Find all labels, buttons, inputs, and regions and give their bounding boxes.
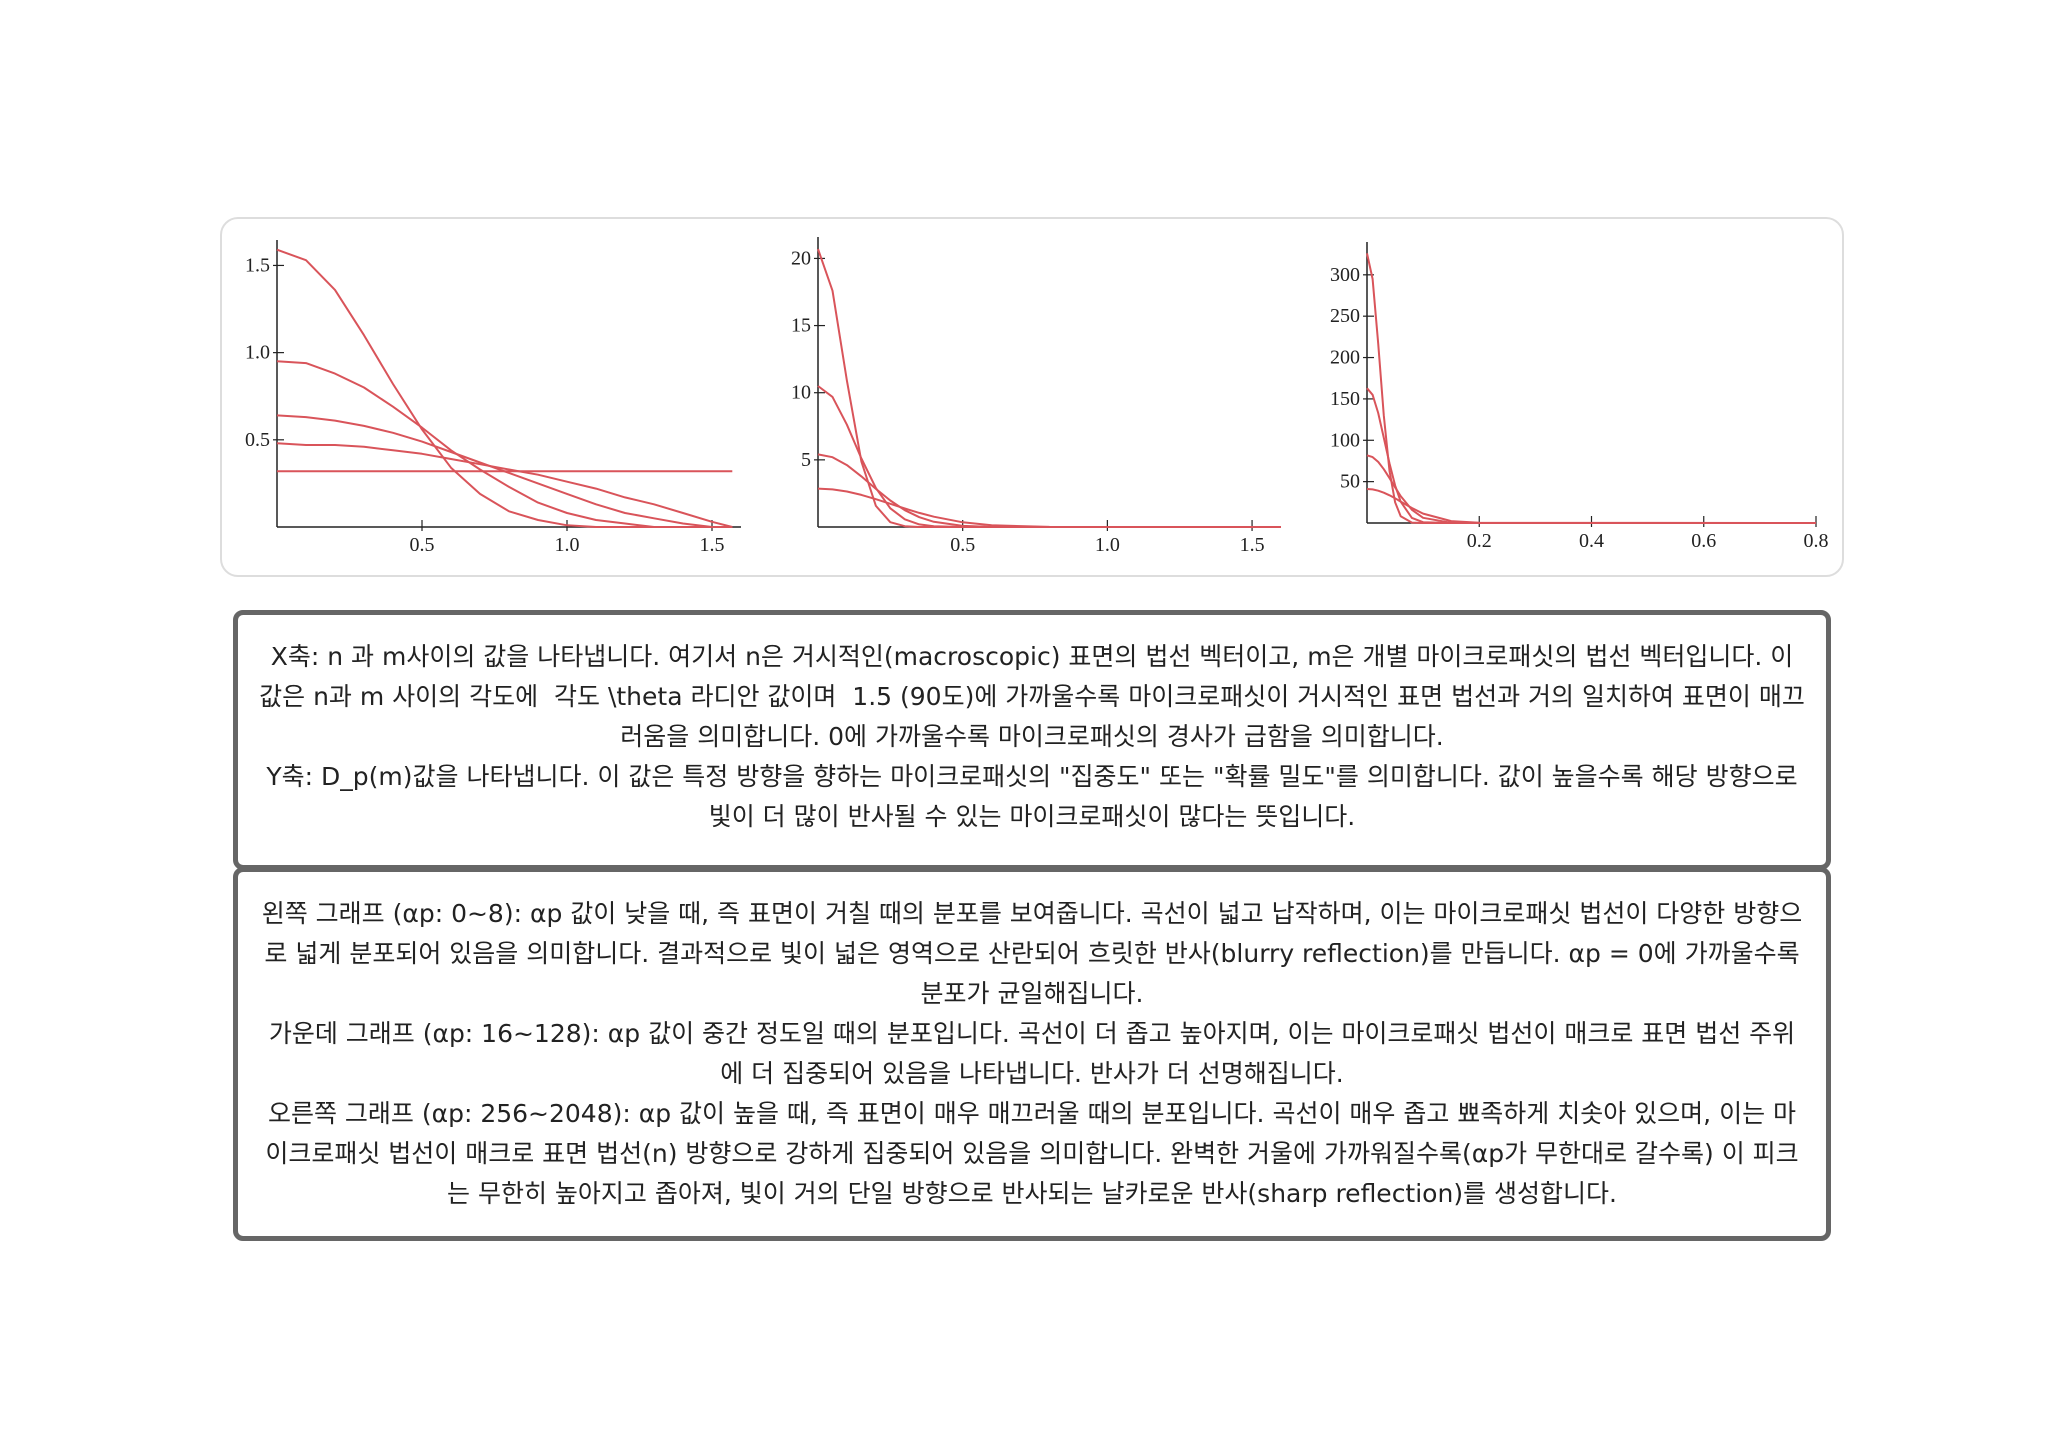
x-tick-label: 0.5 [950, 534, 975, 556]
note: Y축: D_p(m)값을 나타냅니다. 이 값은 특정 방향을 향하는 마이크로… [266, 762, 1806, 831]
axis-notes: X축: n 과 m사이의 값을 나타냅니다. 여기서 n은 거시적인(macro… [233, 610, 1831, 870]
x-tick-label: 0.2 [1467, 530, 1492, 552]
y-tick-label: 1.5 [245, 254, 270, 276]
curve [817, 487, 1282, 528]
curve [276, 360, 733, 528]
curve [276, 414, 733, 528]
curve [817, 453, 1281, 528]
x-tick-label: 1.5 [1240, 534, 1265, 556]
note: X축: n 과 m사이의 값을 나타냅니다. 여기서 n은 거시적인(macro… [259, 642, 1805, 751]
x-tick-label: 0.8 [1804, 530, 1829, 552]
x-tick-label: 0.6 [1691, 530, 1716, 552]
x-tick-label: 1.0 [1095, 534, 1120, 556]
y-tick-label: 15 [791, 315, 811, 337]
curve [1366, 253, 1816, 524]
chart-panel [220, 217, 1844, 577]
y-tick-label: 20 [791, 247, 811, 269]
curve [1366, 387, 1816, 524]
y-tick-label: 200 [1330, 347, 1360, 369]
graph-notes: 왼쪽 그래프 (αp: 0~8): αp 값이 낮을 때, 즉 표면이 거칠 때… [233, 867, 1831, 1241]
y-tick-label: 5 [801, 449, 811, 471]
y-tick-label: 150 [1330, 388, 1360, 410]
x-tick-label: 1.5 [700, 534, 725, 556]
y-tick-label: 1.0 [245, 342, 270, 364]
y-tick-label: 300 [1330, 264, 1360, 286]
charts: 0.5 1.0 1.5 0.5 1.0 1.5 0.5 1.0 1.5 5 10 15 20 0.2 0.4… [245, 237, 1829, 556]
x-tick-label: 1.0 [555, 534, 580, 556]
curve [276, 442, 733, 528]
note: 가운데 그래프 (αp: 16~128): αp 값이 중간 정도일 때의 분포… [268, 1019, 1796, 1088]
y-tick-label: 100 [1330, 429, 1360, 451]
curve [817, 385, 1281, 528]
note: 오른쪽 그래프 (αp: 256~2048): αp 값이 높을 때, 즉 표면… [265, 1099, 1799, 1208]
note: 왼쪽 그래프 (αp: 0~8): αp 값이 낮을 때, 즉 표면이 거칠 때… [261, 899, 1808, 1008]
y-tick-label: 50 [1340, 471, 1360, 493]
y-tick-label: 250 [1330, 305, 1360, 327]
curve [276, 248, 733, 528]
x-tick-label: 0.5 [410, 534, 435, 556]
curve [1366, 454, 1816, 524]
curve [1366, 488, 1817, 524]
y-tick-label: 10 [791, 382, 811, 404]
curve [817, 248, 1281, 528]
x-tick-label: 0.4 [1579, 530, 1604, 552]
y-tick-label: 0.5 [245, 429, 270, 451]
